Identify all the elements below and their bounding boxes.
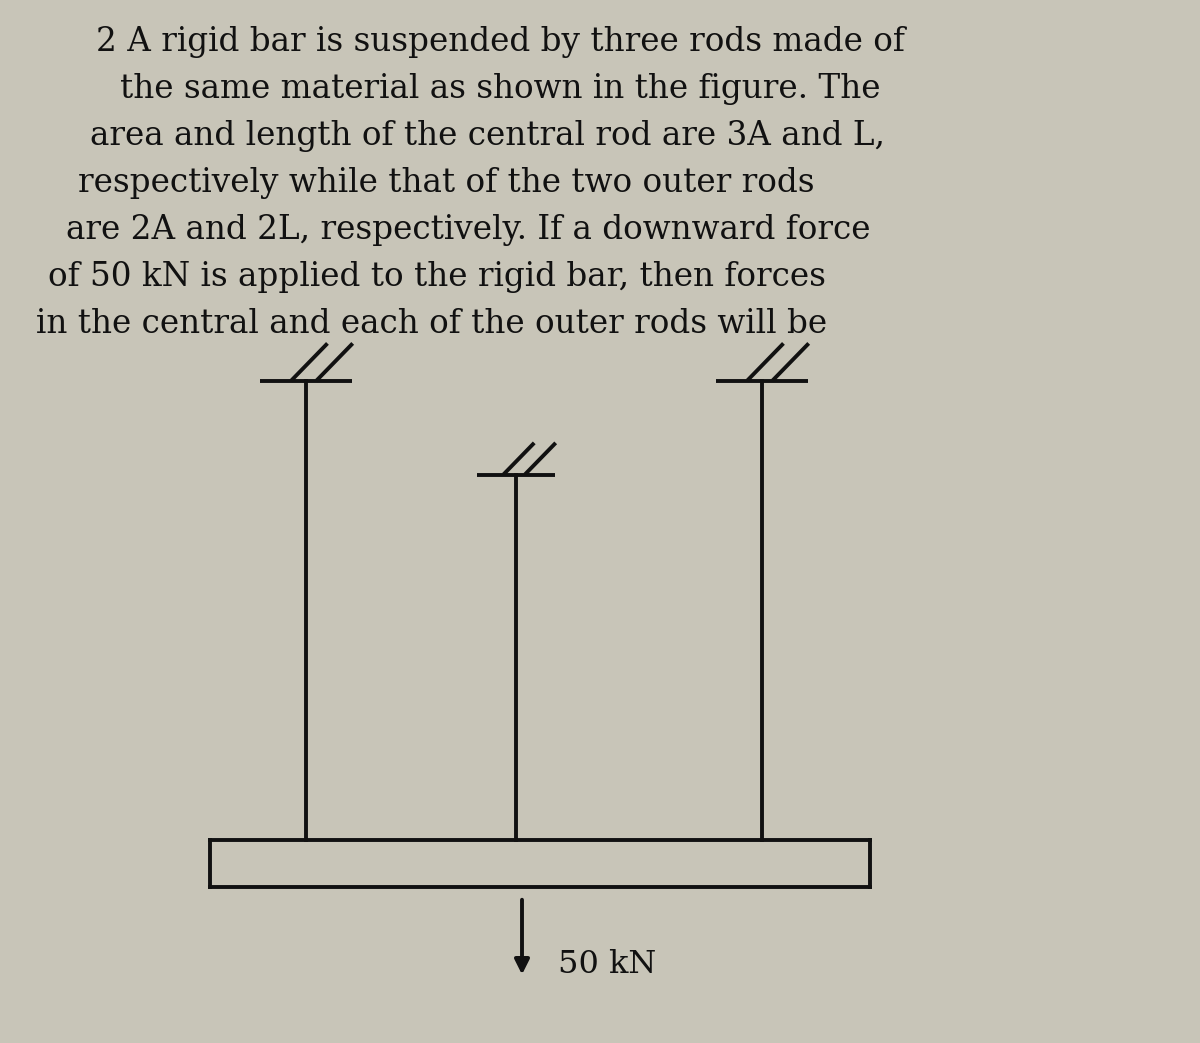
Text: in the central and each of the outer rods will be: in the central and each of the outer rod… [36, 308, 827, 340]
Text: the same material as shown in the figure. The: the same material as shown in the figure… [120, 73, 881, 105]
Text: are 2A and 2L, respectively. If a downward force: are 2A and 2L, respectively. If a downwa… [66, 214, 870, 246]
Text: of 50 kN is applied to the rigid bar, then forces: of 50 kN is applied to the rigid bar, th… [48, 261, 826, 293]
Text: 50 kN: 50 kN [558, 949, 656, 980]
Text: area and length of the central rod are 3A and L,: area and length of the central rod are 3… [90, 120, 886, 152]
Text: respectively while that of the two outer rods: respectively while that of the two outer… [78, 167, 815, 199]
Text: 2 A rigid bar is suspended by three rods made of: 2 A rigid bar is suspended by three rods… [96, 26, 905, 58]
